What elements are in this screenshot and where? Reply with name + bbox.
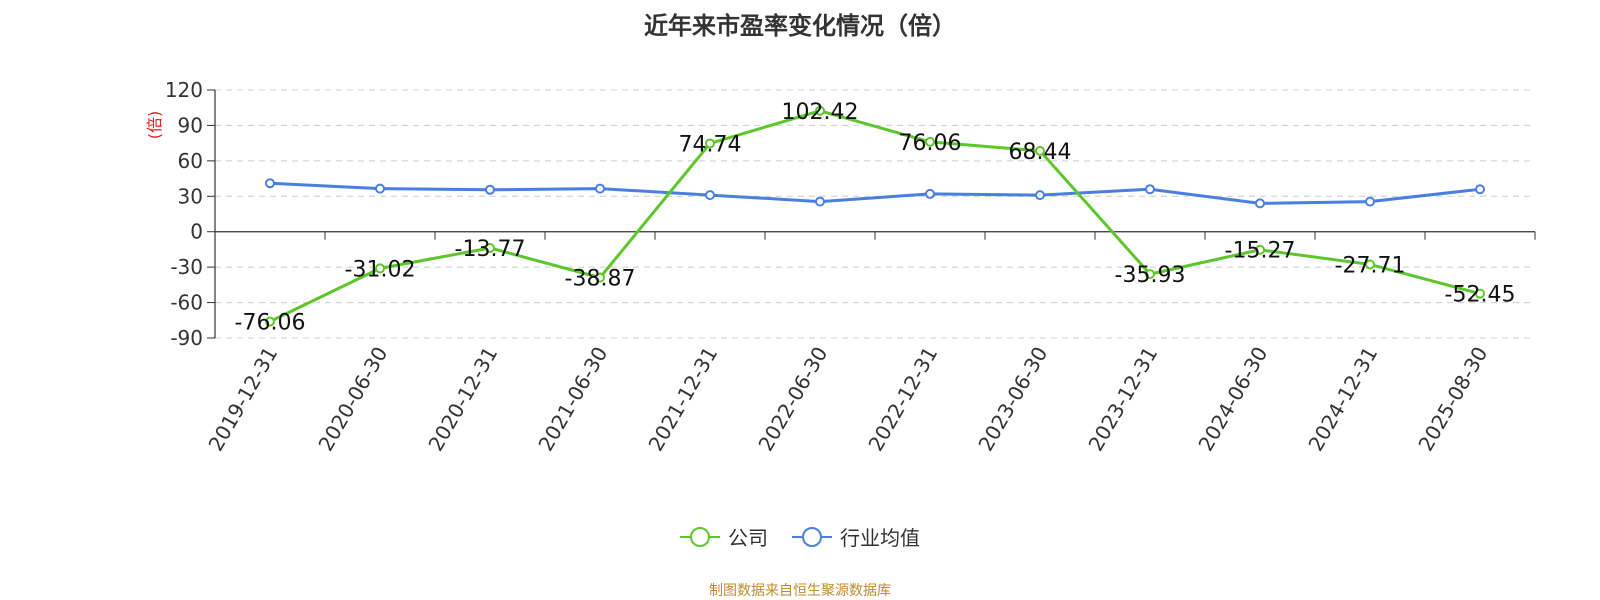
industry-series-line (269, 181, 1481, 205)
legend-industry-label: 行业均值 (840, 526, 920, 550)
industry-point (1035, 190, 1045, 201)
line-chart: 120 90 60 30 0 -30 -60 -90 (倍) 2019-12-31 2020-06-… (145, 78, 1536, 456)
y-axis-label: (倍) (145, 111, 164, 140)
industry-point (815, 196, 825, 207)
company-data-label: 68.44 (1009, 140, 1072, 165)
legend-item-company[interactable]: 公司 (680, 522, 768, 551)
company-data-label: -38.87 (565, 267, 636, 292)
company-data-label: 76.06 (899, 131, 962, 156)
y-tick-label: 60 (178, 149, 203, 173)
y-tick-label: -90 (170, 326, 203, 350)
y-tick-label: 90 (178, 113, 203, 137)
company-data-label: -35.93 (1115, 263, 1186, 288)
industry-point (485, 184, 495, 195)
industry-point (265, 178, 275, 189)
x-tick-label: 2024-12-31 (1303, 343, 1382, 456)
legend-company-label: 公司 (728, 526, 768, 550)
company-point (485, 242, 495, 253)
legend-company-swatch-icon (680, 526, 720, 547)
y-tick-label: 0 (190, 220, 203, 244)
x-tick-label: 2021-06-30 (533, 343, 612, 456)
x-tick-label: 2020-06-30 (313, 343, 392, 456)
company-point (705, 138, 715, 149)
company-point (1035, 145, 1045, 156)
y-tick-label: 30 (178, 184, 203, 208)
company-point (925, 136, 935, 147)
x-tick-label: 2023-12-31 (1083, 343, 1162, 456)
company-data-label: -31.02 (345, 257, 416, 282)
industry-point (1255, 198, 1265, 209)
company-point (265, 316, 275, 327)
x-tick-label: 2024-06-30 (1193, 343, 1272, 456)
company-data-label: 74.74 (679, 132, 742, 157)
y-tick-label: -30 (170, 255, 203, 279)
company-data-label: -27.71 (1335, 253, 1406, 278)
company-point (1145, 269, 1155, 280)
chart-title: 近年来市盈率变化情况（倍） (644, 12, 956, 40)
industry-point (1475, 184, 1485, 195)
data-source-note: 制图数据来自恒生聚源数据库 (709, 583, 891, 599)
x-tick-label: 2021-12-31 (643, 343, 722, 456)
legend-industry-swatch-icon (792, 526, 832, 547)
x-tick-label: 2023-06-30 (973, 343, 1052, 456)
x-tick-label: 2019-12-31 (203, 343, 282, 456)
legend: 公司 行业均值 (0, 522, 1600, 551)
x-tick-label: 2022-06-30 (753, 343, 832, 456)
company-data-label: -13.77 (455, 237, 526, 262)
company-point (1365, 259, 1375, 270)
company-point (375, 263, 385, 274)
industry-point (925, 188, 935, 199)
legend-item-industry[interactable]: 行业均值 (792, 522, 920, 551)
company-data-label: -76.06 (235, 311, 306, 336)
company-point (815, 105, 825, 116)
company-data-label: 102.42 (782, 100, 859, 125)
x-tick-label: 2022-12-31 (863, 343, 942, 456)
industry-point (1365, 196, 1375, 207)
y-tick-label: 120 (165, 78, 203, 102)
x-tick-label: 2020-12-31 (423, 343, 502, 456)
company-data-label: -52.45 (1445, 283, 1516, 308)
industry-point (595, 183, 605, 194)
company-series-line (269, 109, 1481, 323)
company-point (1255, 244, 1265, 255)
industry-point (1145, 184, 1155, 195)
company-point (595, 272, 605, 283)
y-tick-label: -60 (170, 291, 203, 315)
company-data-label: -15.27 (1225, 239, 1296, 264)
x-tick-label: 2025-08-30 (1413, 343, 1492, 456)
industry-point (705, 190, 715, 201)
company-point (1475, 288, 1485, 299)
industry-point (375, 183, 385, 194)
